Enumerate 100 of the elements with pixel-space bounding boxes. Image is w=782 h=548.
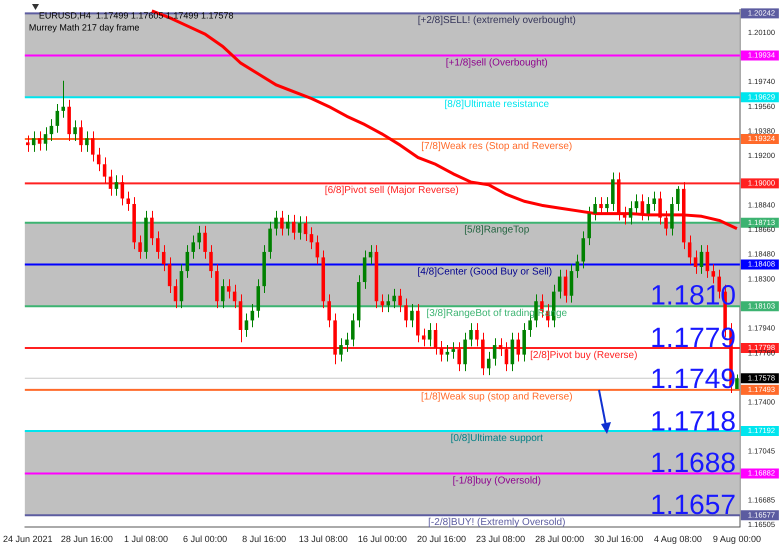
candlestick (422, 328, 426, 347)
ref-line-label: [+1/8]sell (Overbought) (446, 57, 548, 68)
candlestick (434, 322, 438, 356)
x-tick-label: 24 Jun 2021 (3, 534, 53, 544)
annotation: 1.1657 (650, 489, 736, 520)
candlestick (310, 226, 314, 250)
candlestick (564, 269, 568, 304)
candlestick (712, 264, 716, 284)
annotation: 1.1688 (650, 446, 736, 478)
candlestick (345, 332, 349, 352)
candlestick (706, 244, 710, 278)
candlestick (162, 244, 166, 272)
candlestick (576, 254, 580, 278)
candlestick (280, 210, 284, 236)
x-tick-label: 20 Jul 16:00 (416, 534, 466, 544)
candlestick (676, 186, 680, 212)
candlestick (652, 191, 656, 212)
candlestick (174, 278, 178, 309)
candlestick (469, 322, 473, 347)
candlestick (38, 130, 42, 152)
candlestick (452, 342, 456, 360)
text: Murrey Math 217 day frame (28, 22, 140, 32)
candlestick (197, 225, 201, 250)
candlestick (380, 294, 384, 313)
ref-line-label: [5/8]RangeTop (464, 224, 530, 236)
candlestick (646, 196, 650, 221)
candlestick (640, 194, 644, 221)
candlestick (114, 174, 118, 196)
candlestick (316, 234, 320, 265)
x-tick-label: 30 Jul 16:00 (594, 534, 644, 544)
x-tick-label: 6 Jul 00:00 (183, 534, 228, 544)
candlestick (138, 234, 142, 260)
candlestick (203, 225, 207, 260)
candlestick (428, 322, 432, 347)
candlestick (96, 147, 100, 172)
ref-line-label: [7/8]Weak res (Stop and Reverse) (421, 140, 572, 152)
candlestick (168, 256, 172, 294)
x-tick-label: 23 Jul 08:00 (476, 534, 526, 544)
candlestick (368, 244, 372, 265)
candlestick (440, 340, 444, 362)
candlestick (628, 200, 632, 226)
candlestick (516, 332, 520, 362)
candlestick (32, 130, 36, 152)
candlestick (694, 250, 698, 274)
ref-line-label: [+2/8]SELL! (extremely overbought) (418, 15, 576, 26)
candlestick (108, 169, 112, 196)
candlestick (26, 135, 30, 152)
candlestick (250, 303, 254, 328)
candlestick (244, 313, 248, 338)
candlestick (232, 284, 236, 309)
candlestick (634, 194, 638, 216)
candlestick (126, 191, 130, 212)
candlestick (292, 214, 296, 240)
ref-line-label: [0/8]Ultimate support (450, 432, 544, 444)
candlestick (73, 120, 77, 142)
candlestick (61, 80, 66, 118)
candlestick (558, 269, 562, 299)
ref-line-label: [6/8]Pivot sell (Major Reverse) (324, 185, 459, 196)
candlestick (221, 278, 225, 309)
ref-line-label: [4/8]Center (Good Buy or Sell) (418, 266, 552, 278)
candlestick (475, 322, 479, 347)
candlestick (327, 294, 331, 328)
candlestick (386, 294, 390, 313)
ref-line-label: [8/8]Ultimate resistance (444, 99, 550, 110)
candlestick (226, 278, 230, 299)
candlestick (593, 196, 597, 221)
candlestick (351, 313, 355, 347)
x-tick-label: 8 Jul 16:00 (242, 534, 286, 544)
candlestick (156, 230, 160, 260)
x-tick-label: 9 Aug 00:00 (712, 534, 761, 544)
candlestick (688, 234, 692, 265)
candlestick (410, 303, 414, 328)
x-tick-label: 4 Aug 08:00 (654, 534, 702, 544)
candlestick (582, 230, 586, 269)
candlestick (274, 210, 278, 236)
candlestick (486, 351, 491, 376)
candlestick (79, 120, 83, 152)
candlestick (304, 216, 308, 242)
x-tick-label: 1 Jul 08:00 (124, 534, 168, 544)
x-tick-label: 28 Jun 16:00 (60, 534, 113, 544)
candlestick (498, 338, 502, 357)
candlestick (622, 206, 626, 226)
candlestick (298, 216, 302, 240)
annotation: 1.1718 (650, 406, 736, 437)
candlestick (50, 118, 54, 142)
x-tick-label: 16 Jul 00:00 (358, 534, 407, 544)
ref-line-label: [1/8]Weak sup (stop and Reverse) (420, 392, 573, 403)
candlestick (85, 130, 89, 152)
candlestick (504, 342, 508, 372)
x-tick-label: 28 Jul 00:00 (535, 534, 584, 544)
candlestick (91, 130, 95, 162)
candlestick (150, 210, 154, 246)
candlestick (658, 191, 662, 226)
candlestick (120, 174, 124, 206)
candlestick (735, 374, 739, 390)
ref-line-label: [-1/8]buy (Oversold) (452, 475, 541, 486)
candlestick (392, 288, 396, 309)
x-tick-label: 13 Jul 08:00 (298, 534, 348, 544)
candlestick (404, 298, 408, 328)
ref-line-label: [-2/8]BUY! (Extremly Oversold) (428, 517, 566, 528)
